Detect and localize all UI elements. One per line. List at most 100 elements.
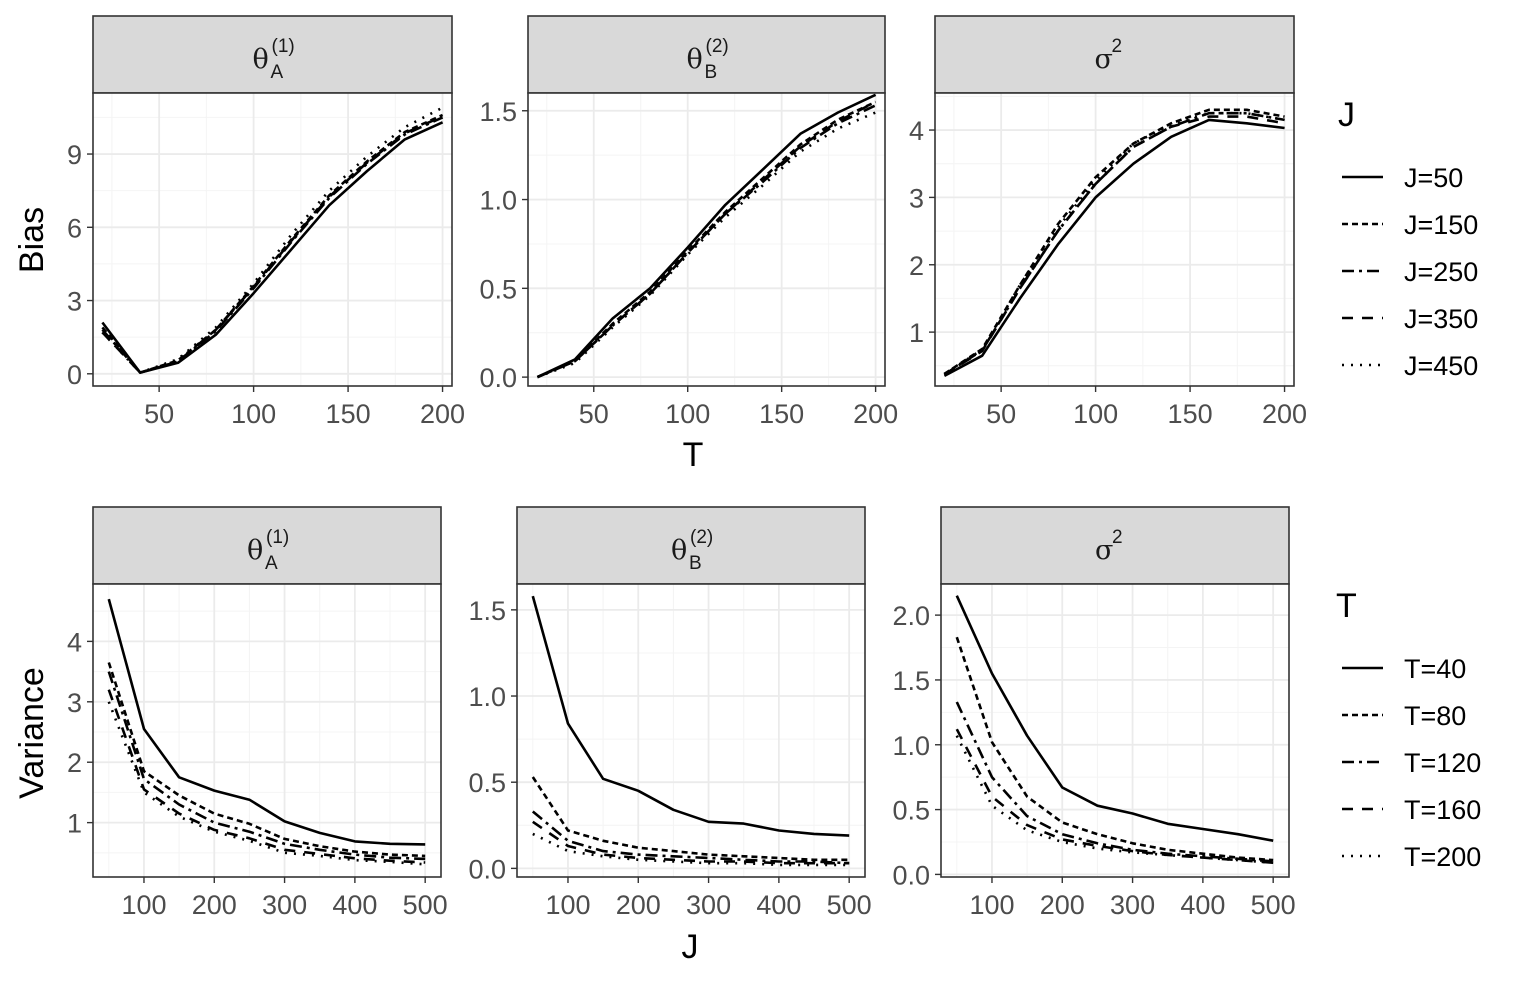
legend-item: T=160 xyxy=(1342,795,1481,825)
series-line-j-450 xyxy=(101,106,444,374)
x-tick-label: 100 xyxy=(121,890,166,920)
legend-label: T=200 xyxy=(1404,842,1481,872)
y-tick-label: 6 xyxy=(67,213,82,243)
facet-title-symbol: θ xyxy=(687,44,703,75)
x-tick-label: 200 xyxy=(616,890,661,920)
series-line-j-50 xyxy=(536,93,877,379)
facet-title: σ xyxy=(1095,44,1113,75)
facet-strip xyxy=(940,506,1290,585)
y-tick-label: 1.5 xyxy=(479,97,517,127)
facet-title: θ xyxy=(253,44,269,75)
series-line-t-120 xyxy=(955,701,1274,863)
facet-title-superscript: (1) xyxy=(272,36,295,57)
y-tick-label: 1.5 xyxy=(892,666,930,696)
x-tick-label: 300 xyxy=(686,890,731,920)
facet-strip xyxy=(527,15,886,94)
facet-title: θ xyxy=(671,535,687,566)
panel-background xyxy=(528,93,885,386)
series-line-t-200 xyxy=(955,735,1274,864)
y-tick-label: 1.0 xyxy=(468,682,506,712)
legend-item: T=200 xyxy=(1342,842,1481,872)
legend-label: J=250 xyxy=(1404,257,1478,287)
x-tick-label: 200 xyxy=(1040,890,1085,920)
y-tick-label: 9 xyxy=(67,140,82,170)
y-tick-label: 4 xyxy=(909,116,924,146)
facet-strip xyxy=(92,506,442,585)
facet-title-subscript: A xyxy=(265,553,278,574)
series-line-j-150 xyxy=(101,113,444,374)
x-tick-label: 200 xyxy=(853,399,898,429)
facet-title-superscript: (1) xyxy=(266,527,289,548)
x-tick-label: 50 xyxy=(144,399,174,429)
y-tick-label: 0.0 xyxy=(468,854,506,884)
x-tick-label: 50 xyxy=(986,399,1016,429)
legend-item: T=40 xyxy=(1342,654,1466,684)
series-line-t-160 xyxy=(107,689,426,864)
x-tick-label: 400 xyxy=(332,890,377,920)
legend-item: T=120 xyxy=(1342,748,1481,778)
series-line-t-40 xyxy=(107,598,426,846)
facet-title-symbol: σ xyxy=(1095,44,1113,75)
bottom-y-axis-title: Variance xyxy=(13,667,51,799)
series-line-t-200 xyxy=(107,701,426,866)
facet-title-superscript: (2) xyxy=(690,527,713,548)
y-tick-label: 3 xyxy=(67,287,82,317)
bottom-legend-title: T xyxy=(1336,587,1357,625)
y-tick-label: 0.5 xyxy=(479,274,517,304)
y-tick-label: 0.5 xyxy=(468,768,506,798)
facet-title-symbol: θ xyxy=(253,44,269,75)
y-tick-label: 3 xyxy=(67,688,82,718)
y-tick-label: 0.5 xyxy=(892,796,930,826)
y-tick-label: 1.0 xyxy=(892,731,930,761)
x-tick-label: 150 xyxy=(759,399,804,429)
top-y-axis-title: Bias xyxy=(13,207,51,273)
y-tick-label: 0.0 xyxy=(479,363,517,393)
series-line-j-350 xyxy=(943,115,1285,376)
facet-title-superscript: 2 xyxy=(1112,527,1123,548)
facet-title-superscript: (2) xyxy=(706,36,729,57)
panel-background xyxy=(941,584,1289,877)
x-tick-label: 150 xyxy=(1168,399,1213,429)
top-x-axis-title: T xyxy=(683,436,704,474)
bottom-facet-3: σ2 100 200 300 400 500 0.0 0.5 1.0 1.5 2.0 xyxy=(892,506,1296,920)
legend-item: J=150 xyxy=(1342,210,1478,240)
panel-border xyxy=(527,92,886,387)
series-line-j-450 xyxy=(943,111,1285,375)
y-tick-label: 3 xyxy=(909,183,924,213)
bottom-facet-1: θ (1) A 100 200 300 400 500 1 2 3 4 xyxy=(67,506,448,920)
x-tick-label: 100 xyxy=(1073,399,1118,429)
legend-label: T=80 xyxy=(1404,701,1466,731)
y-tick-label: 4 xyxy=(67,627,82,657)
facet-title-subscript: A xyxy=(271,62,284,83)
legend-label: J=50 xyxy=(1404,163,1463,193)
legend-label: J=150 xyxy=(1404,210,1478,240)
panel-border xyxy=(940,583,1290,878)
x-tick-label: 400 xyxy=(1180,890,1225,920)
x-tick-label: 100 xyxy=(545,890,590,920)
x-tick-label: 200 xyxy=(192,890,237,920)
series-line-t-80 xyxy=(955,636,1274,862)
legends-layer: J=50 J=150 J=250 J=350 J=450 T=40 T=80 T=120 T=1… xyxy=(1342,163,1481,872)
x-tick-label: 200 xyxy=(1262,399,1307,429)
x-tick-label: 100 xyxy=(969,890,1014,920)
x-tick-label: 500 xyxy=(403,890,448,920)
series-line-j-350 xyxy=(101,115,444,374)
facet-title-subscript: B xyxy=(705,62,718,83)
x-tick-label: 100 xyxy=(665,399,710,429)
y-tick-label: 2 xyxy=(909,251,924,281)
panel-border xyxy=(516,583,866,878)
panel-border xyxy=(92,92,453,387)
y-tick-label: 2 xyxy=(67,748,82,778)
panel-background xyxy=(935,93,1294,386)
series-line-j-50 xyxy=(943,118,1285,378)
x-tick-label: 200 xyxy=(420,399,465,429)
facet-title: θ xyxy=(247,535,263,566)
x-tick-label: 100 xyxy=(231,399,276,429)
series-line-t-200 xyxy=(532,832,850,867)
x-tick-label: 500 xyxy=(1251,890,1296,920)
facet-title: σ xyxy=(1095,535,1113,566)
panel-border xyxy=(934,92,1295,387)
x-tick-label: 500 xyxy=(827,890,872,920)
facet-title: θ xyxy=(687,44,703,75)
